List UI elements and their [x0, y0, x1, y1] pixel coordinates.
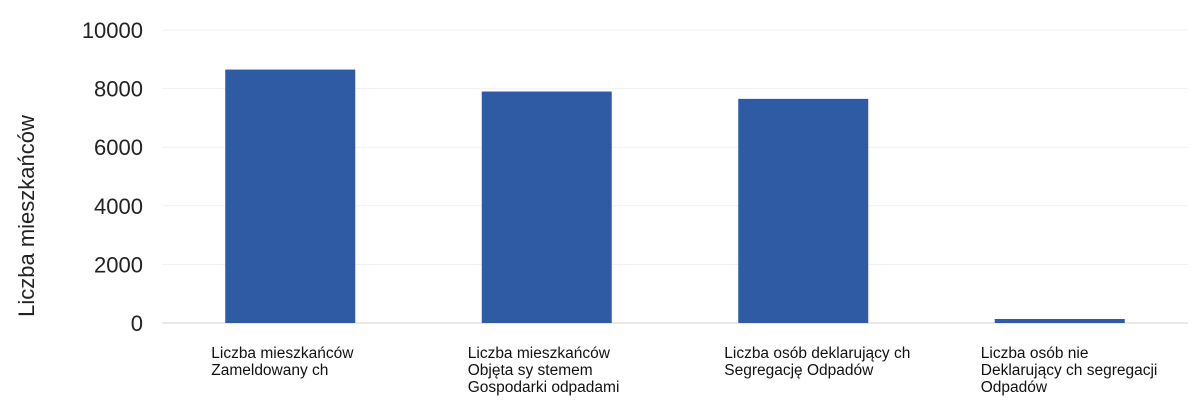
x-tick-label: Liczba mieszkańców Objęta sy stemem Gospod… — [468, 345, 620, 396]
x-tick-label: Liczba osób nie Deklarujący ch segregacji… — [981, 345, 1158, 396]
y-axis-label: Liczba mieszkańców — [14, 115, 39, 317]
y-tick-label: 4000 — [94, 194, 143, 219]
bar — [225, 69, 356, 324]
y-tick-label: 2000 — [94, 252, 143, 277]
bar — [481, 91, 612, 323]
y-tick-label: 0 — [131, 311, 143, 336]
y-axis-ticks: 0 2000 4000 6000 8000 10000 — [82, 18, 143, 336]
y-tick-label: 8000 — [94, 77, 143, 102]
y-tick-label: 10000 — [82, 18, 143, 43]
bar — [738, 98, 869, 323]
x-tick-label: Liczba osób deklarujący ch Segregację Odp… — [724, 345, 910, 379]
bars — [225, 69, 1125, 324]
x-tick-label: Liczba mieszkańców Zameldowany ch — [211, 345, 354, 379]
bar — [994, 319, 1125, 323]
y-tick-label: 6000 — [94, 135, 143, 160]
x-axis-ticks: Liczba mieszkańców Zameldowany ch Liczba m… — [211, 345, 1157, 396]
